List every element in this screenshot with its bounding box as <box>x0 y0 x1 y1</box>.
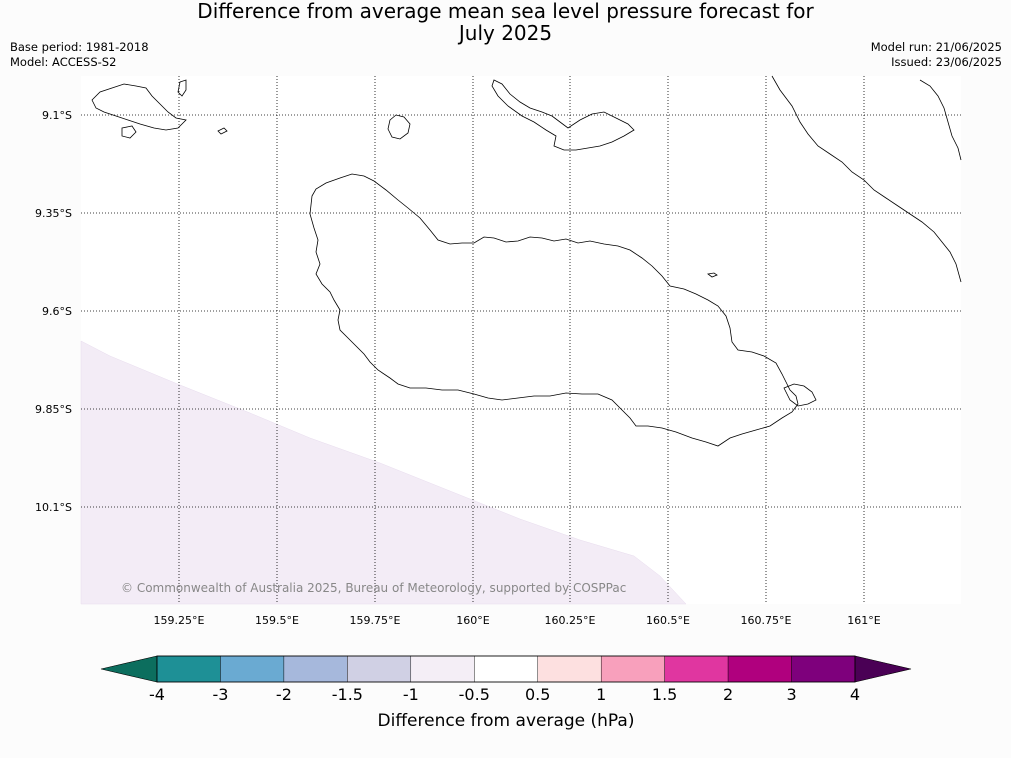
colorbar-outline <box>156 655 856 683</box>
colorbar: -4 -3 -2 -1.5 -1 -0.5 0.5 1 1.5 2 3 4 Difference fr… <box>100 655 912 731</box>
lon-label-6: 160.5°E <box>646 614 690 627</box>
colorbar-segment <box>220 655 285 683</box>
title-line-1: Difference from average mean sea level p… <box>197 0 814 23</box>
lon-label-5: 160.25°E <box>545 614 596 627</box>
islet-nw-1 <box>121 125 137 139</box>
metadata-right: Model run: 21/06/2025 Issued: 23/06/2025 <box>871 40 1002 70</box>
metadata-left: Base period: 1981-2018 Model: ACCESS-S2 <box>10 40 149 70</box>
colorbar-segment <box>727 655 792 683</box>
colorbar-segment <box>283 655 348 683</box>
map-panel: 9.1°S 9.35°S 9.6°S 9.85°S 10.1°S 159.25°… <box>35 75 962 627</box>
lon-label-8: 161°E <box>847 614 880 627</box>
colorbar-segment <box>600 655 665 683</box>
anomaly-region <box>80 340 687 605</box>
island-small-north <box>387 114 411 140</box>
lat-label-1: 9.1°S <box>42 109 72 122</box>
lon-label-1: 159.25°E <box>154 614 205 627</box>
map-title: Difference from average mean sea level p… <box>0 0 1011 44</box>
lat-label-2: 9.35°S <box>35 207 72 220</box>
copyright-text: © Commonwealth of Australia 2025, Bureau… <box>121 581 626 595</box>
issued-text: Issued: 23/06/2025 <box>891 55 1002 69</box>
colorbar-tick-label: 1 <box>596 685 606 704</box>
lat-label-3: 9.6°S <box>42 305 72 318</box>
islands-northwest <box>91 83 187 131</box>
islet-nw-3 <box>177 79 187 97</box>
lon-label-3: 159.75°E <box>350 614 401 627</box>
colorbar-tick-label: -1 <box>403 685 419 704</box>
lon-label-2: 159.5°E <box>255 614 299 627</box>
islets-east-tip <box>783 383 817 407</box>
island-malaita-north <box>919 79 962 161</box>
colorbar-segment <box>347 655 412 683</box>
longitude-labels: 159.25°E 159.5°E 159.75°E 160°E 160.25°E… <box>154 614 881 627</box>
colorbar-segment <box>410 655 475 683</box>
colorbar-tick-label: 3 <box>786 685 796 704</box>
colorbar-segment <box>156 655 221 683</box>
island-malaita <box>771 75 962 283</box>
islet-nw-2 <box>217 127 228 135</box>
colorbar-tick-label: -4 <box>149 685 165 704</box>
lat-label-5: 10.1°S <box>35 501 72 514</box>
colorbar-segment <box>664 655 729 683</box>
island-tiny-east <box>707 272 718 278</box>
colorbar-tick-label: -0.5 <box>459 685 490 704</box>
latitude-labels: 9.1°S 9.35°S 9.6°S 9.85°S 10.1°S <box>35 109 72 514</box>
colorbar-tick-label: -2 <box>276 685 292 704</box>
islands-north-central <box>491 79 635 151</box>
colorbar-tick-label: -3 <box>212 685 228 704</box>
island-guadalcanal <box>309 173 799 447</box>
lon-label-4: 160°E <box>456 614 489 627</box>
base-period-text: Base period: 1981-2018 <box>10 40 149 54</box>
colorbar-tick-label: -1.5 <box>332 685 363 704</box>
colorbar-tick-label: 2 <box>723 685 733 704</box>
colorbar-segments <box>156 655 856 683</box>
colorbar-tick-label: 1.5 <box>652 685 677 704</box>
longitude-gridlines <box>178 76 865 604</box>
title-line-2: July 2025 <box>458 21 553 45</box>
lon-label-7: 160.75°E <box>741 614 792 627</box>
model-text: Model: ACCESS-S2 <box>10 55 117 69</box>
model-run-text: Model run: 21/06/2025 <box>870 40 1002 54</box>
colorbar-segment <box>791 655 856 683</box>
colorbar-tick-labels: -4 -3 -2 -1.5 -1 -0.5 0.5 1 1.5 2 3 4 <box>149 685 860 704</box>
colorbar-segment <box>537 655 602 683</box>
colorbar-under-arrow <box>100 655 158 683</box>
colorbar-over-arrow <box>854 655 912 683</box>
lat-label-4: 9.85°S <box>35 403 72 416</box>
colorbar-label: Difference from average (hPa) <box>378 711 635 731</box>
colorbar-tick-label: 4 <box>850 685 860 704</box>
colorbar-segment <box>474 655 538 683</box>
colorbar-tick-label: 0.5 <box>525 685 550 704</box>
